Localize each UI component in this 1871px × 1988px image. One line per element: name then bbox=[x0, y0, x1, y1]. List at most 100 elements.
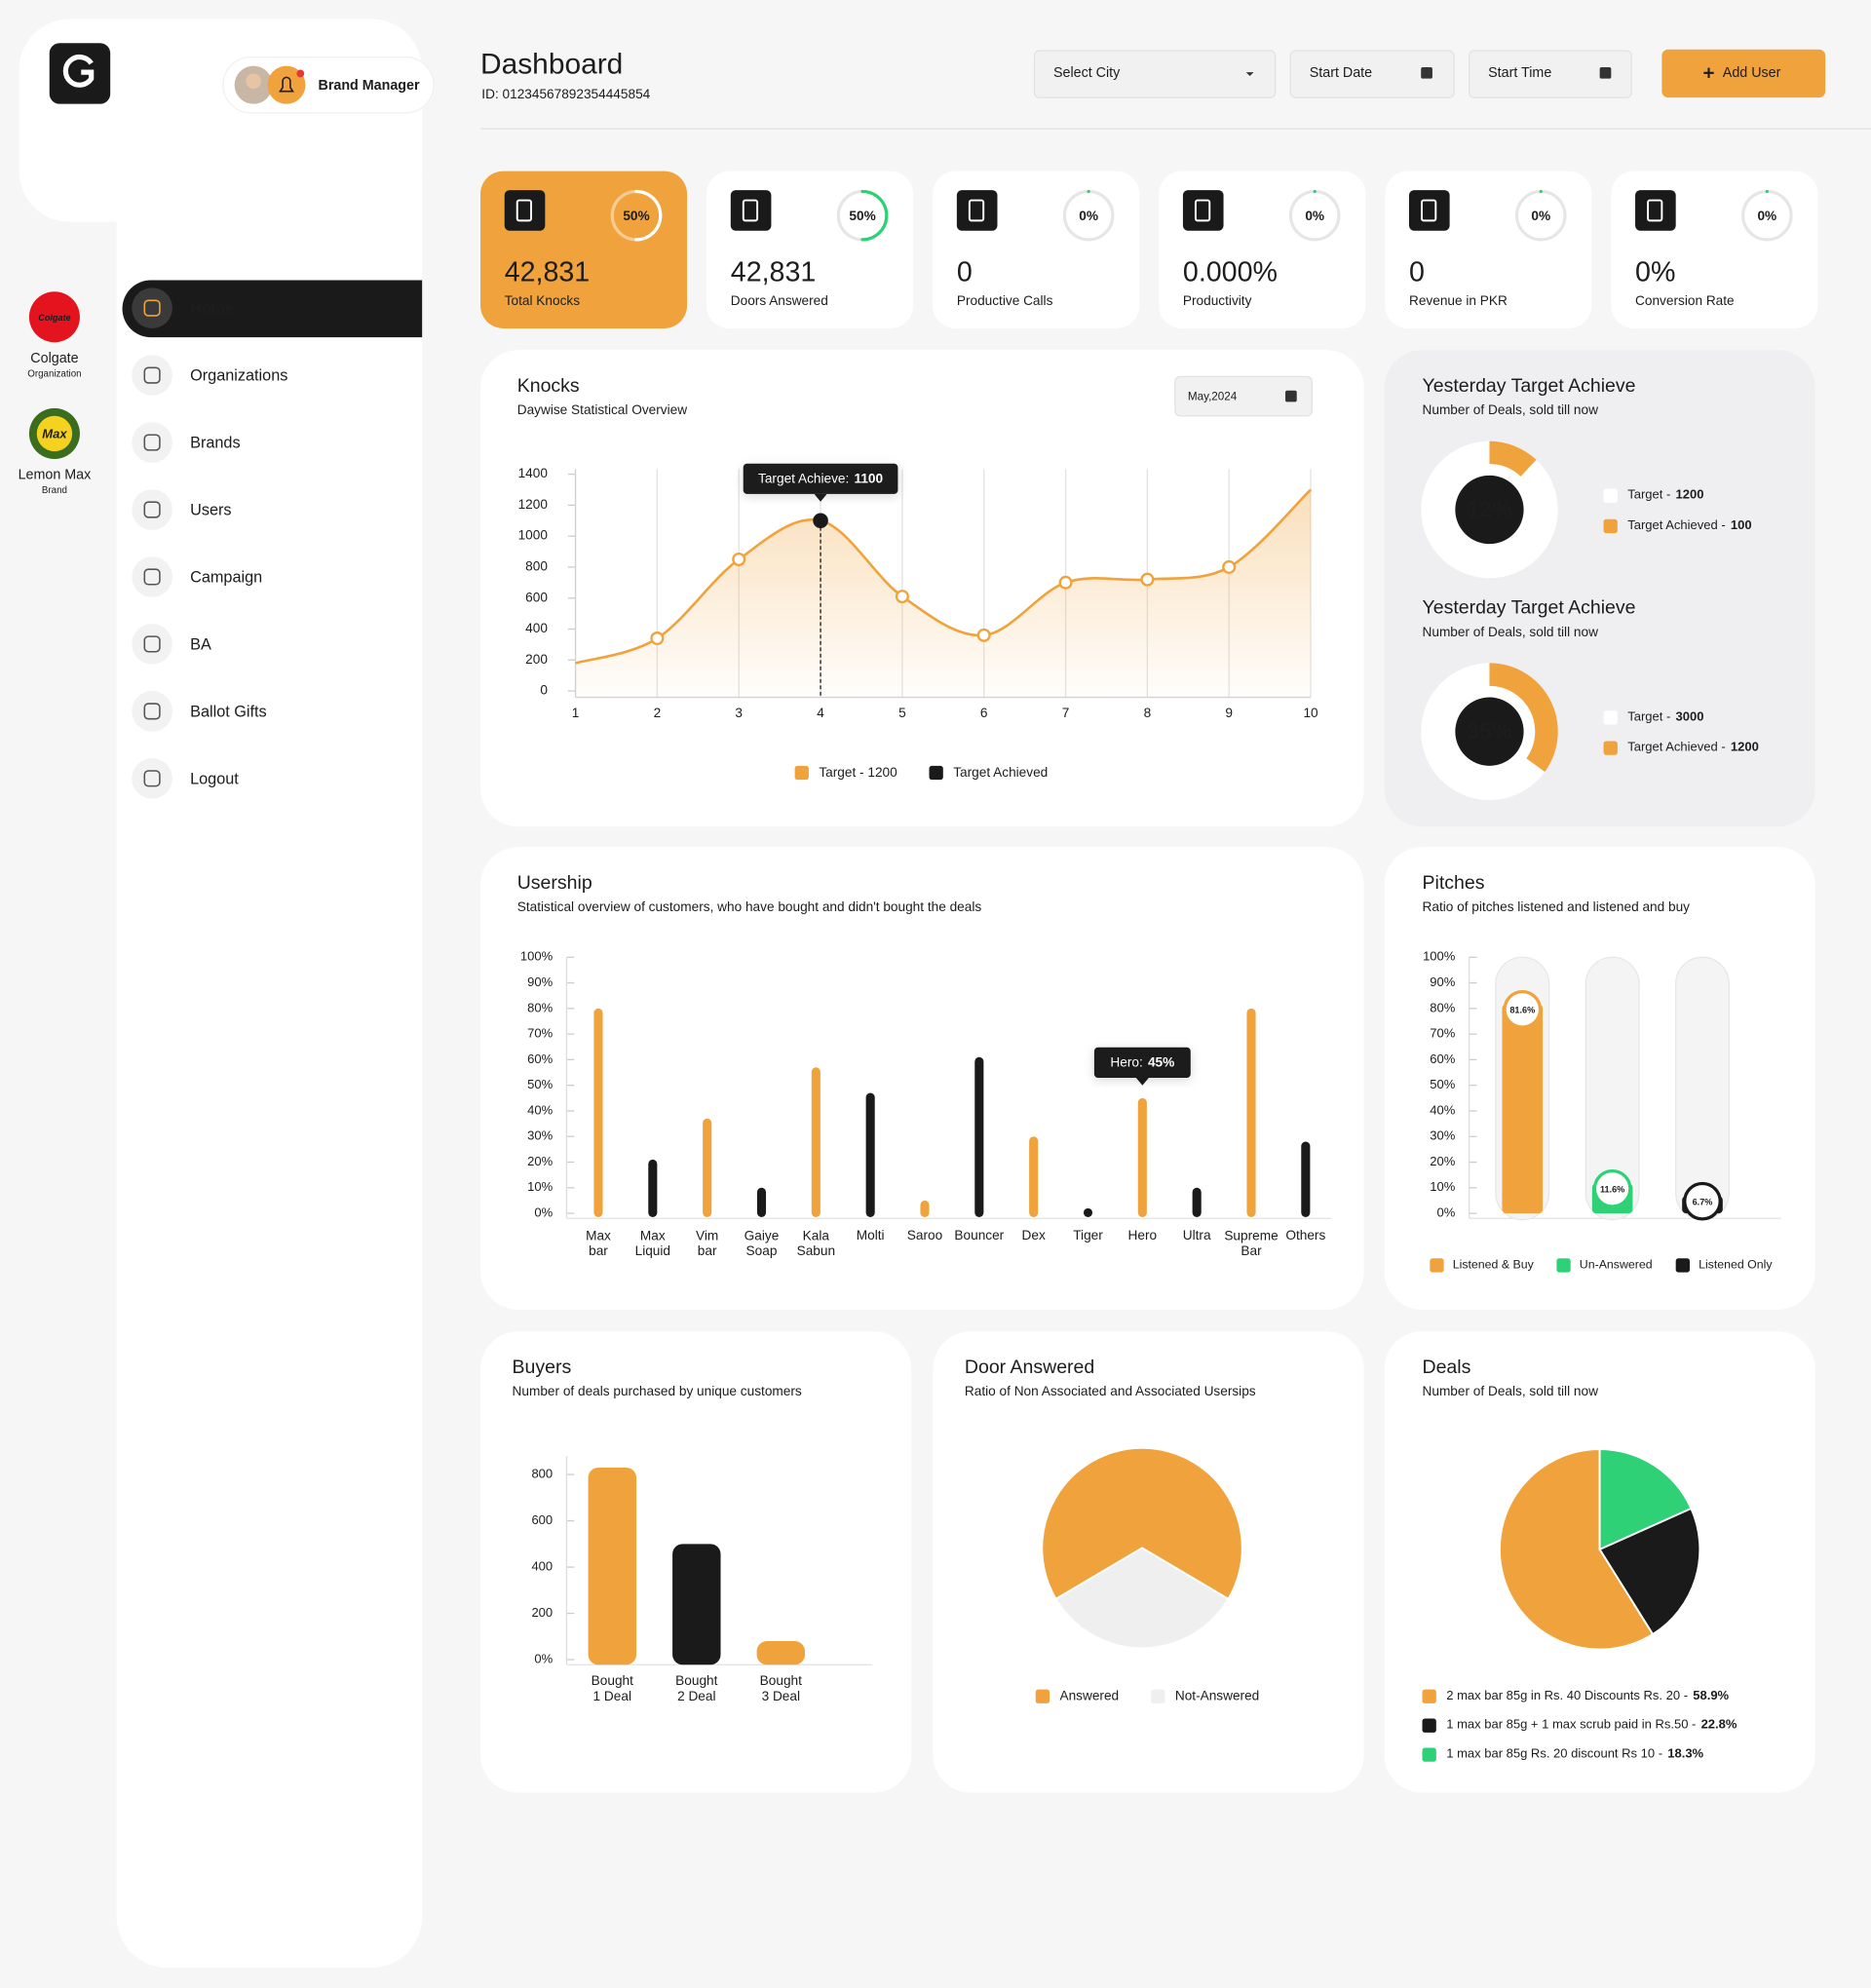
y-tick-label: 0% bbox=[534, 1651, 553, 1665]
add-user-button[interactable] bbox=[1661, 49, 1826, 98]
menu-icon-bg[interactable] bbox=[132, 422, 172, 463]
notification-button[interactable] bbox=[267, 65, 306, 104]
legend-label: 2 max bar 85g in Rs. 40 Discounts Rs. 20… bbox=[1446, 1688, 1729, 1702]
legend-label-part: 2 max bar 85g in Rs. 40 Discounts Rs. 20… bbox=[1446, 1688, 1688, 1702]
menu-icon bbox=[143, 434, 161, 451]
x-tick-label: Supreme Bar bbox=[1224, 1228, 1278, 1258]
stat-icon-glyph bbox=[968, 199, 985, 222]
x-tick-label: Bought 1 Deal bbox=[592, 1673, 633, 1703]
plus-icon bbox=[1703, 67, 1714, 79]
y-tick-label: 80% bbox=[1430, 1000, 1455, 1014]
legend-label-part: Target Achieved - bbox=[1627, 740, 1725, 754]
menu-item: Users bbox=[190, 502, 231, 519]
tooltip bbox=[743, 463, 898, 494]
progress-label: 0% bbox=[1305, 209, 1324, 223]
y-tick-label: 40% bbox=[1430, 1102, 1455, 1117]
menu-icon bbox=[143, 366, 161, 384]
menu-icon-bg[interactable] bbox=[132, 556, 172, 597]
x-tick-label: Gaiye Soap bbox=[745, 1228, 780, 1258]
y-tick-label: 70% bbox=[1430, 1026, 1455, 1041]
bar bbox=[1301, 1141, 1311, 1217]
y-tick-label: 30% bbox=[1430, 1128, 1455, 1143]
y-tick-label: 800 bbox=[531, 1467, 553, 1481]
account-name: Colgate bbox=[30, 351, 78, 366]
account-logo-text: Colgate bbox=[38, 313, 70, 323]
avatar-face bbox=[246, 73, 261, 90]
progress-label: 50% bbox=[849, 209, 875, 223]
account-kind: Brand bbox=[42, 485, 67, 496]
menu-icon-bg[interactable] bbox=[132, 355, 172, 396]
menu-item: Ballot Gifts bbox=[190, 703, 267, 720]
page-title: Dashboard bbox=[480, 49, 623, 81]
x-tick-label: 5 bbox=[898, 706, 906, 720]
filter-label: Start Date bbox=[1310, 65, 1372, 81]
card-subtitle: Number of Deals, sold till now bbox=[1423, 625, 1599, 639]
stat-icon-glyph bbox=[1421, 199, 1437, 222]
y-tick-label: 90% bbox=[1430, 975, 1455, 989]
card-title: Yesterday Target Achieve bbox=[1423, 597, 1636, 619]
legend-swatch bbox=[1422, 1718, 1436, 1733]
x-tick-label: Vim bar bbox=[696, 1228, 718, 1258]
stat-value: 0 bbox=[957, 257, 973, 288]
x-tick-label: 10 bbox=[1303, 706, 1318, 720]
bar bbox=[588, 1467, 637, 1665]
calendar-icon bbox=[1421, 66, 1432, 79]
menu-active[interactable] bbox=[122, 280, 423, 338]
y-tick-label: 10% bbox=[1430, 1179, 1455, 1194]
stat-value: 0.000% bbox=[1183, 257, 1278, 288]
calendar-icon bbox=[1285, 390, 1297, 402]
bar bbox=[1246, 1008, 1256, 1217]
bar-track bbox=[1675, 956, 1730, 1221]
x-tick-label: Ultra bbox=[1183, 1228, 1211, 1242]
card-subtitle: Number of Deals, sold till now bbox=[1423, 1384, 1599, 1398]
menu-icon-bg[interactable] bbox=[132, 691, 172, 732]
filter-box[interactable] bbox=[1468, 50, 1632, 98]
pie-slice bbox=[1498, 1448, 1655, 1651]
y-tick-label: 100% bbox=[520, 949, 554, 964]
legend-swatch bbox=[1603, 710, 1618, 725]
legend-label: Un-Answered bbox=[1580, 1258, 1653, 1272]
value-badge bbox=[1683, 1181, 1722, 1221]
y-tick-label: 400 bbox=[531, 1558, 553, 1573]
point bbox=[976, 628, 991, 642]
account-logo[interactable] bbox=[28, 291, 80, 343]
line bbox=[575, 488, 1312, 665]
date-picker[interactable] bbox=[1174, 375, 1313, 417]
x-tick-label: 4 bbox=[817, 706, 824, 720]
stat-icon bbox=[504, 190, 546, 231]
caret bbox=[1245, 72, 1254, 77]
legend-swatch bbox=[929, 765, 943, 781]
bar bbox=[1192, 1187, 1202, 1217]
x-tick-label: Hero bbox=[1128, 1228, 1158, 1242]
stat-icon-glyph bbox=[742, 199, 759, 222]
menu-icon-bg[interactable] bbox=[132, 489, 172, 530]
tooltip-text-part: Hero: bbox=[1110, 1054, 1142, 1069]
profile-role: Brand Manager bbox=[319, 78, 420, 94]
card-title: Deals bbox=[1423, 1357, 1471, 1378]
filter-box[interactable] bbox=[1033, 50, 1277, 98]
area bbox=[575, 489, 1312, 698]
menu-icon-bg[interactable] bbox=[132, 624, 172, 665]
progress-label: 0% bbox=[1079, 209, 1098, 223]
tooltip bbox=[1093, 1047, 1191, 1078]
account-logo-inner bbox=[36, 415, 73, 452]
x-tick-label: Bought 3 Deal bbox=[760, 1673, 802, 1703]
y-tick-label: 30% bbox=[527, 1128, 553, 1143]
legend-label-part: 18.3% bbox=[1667, 1746, 1703, 1761]
y-tick-label: 50% bbox=[527, 1077, 553, 1091]
y-tick-label: 0% bbox=[534, 1205, 553, 1220]
tooltip-text-part: 45% bbox=[1148, 1054, 1174, 1069]
legend-swatch bbox=[794, 765, 809, 781]
filter-box[interactable] bbox=[1289, 50, 1455, 98]
bar bbox=[865, 1092, 875, 1217]
stat-value: 0 bbox=[1409, 257, 1425, 288]
legend-swatch bbox=[1430, 1258, 1444, 1273]
menu-icon bbox=[143, 635, 161, 653]
menu-icon-bg[interactable] bbox=[132, 758, 172, 799]
menu-icon-bg[interactable] bbox=[132, 287, 172, 328]
card-title: Usership bbox=[517, 872, 592, 894]
account-name: Lemon Max bbox=[19, 468, 92, 483]
tooltip-arrow bbox=[814, 493, 827, 502]
stat-icon-glyph bbox=[1647, 199, 1663, 222]
